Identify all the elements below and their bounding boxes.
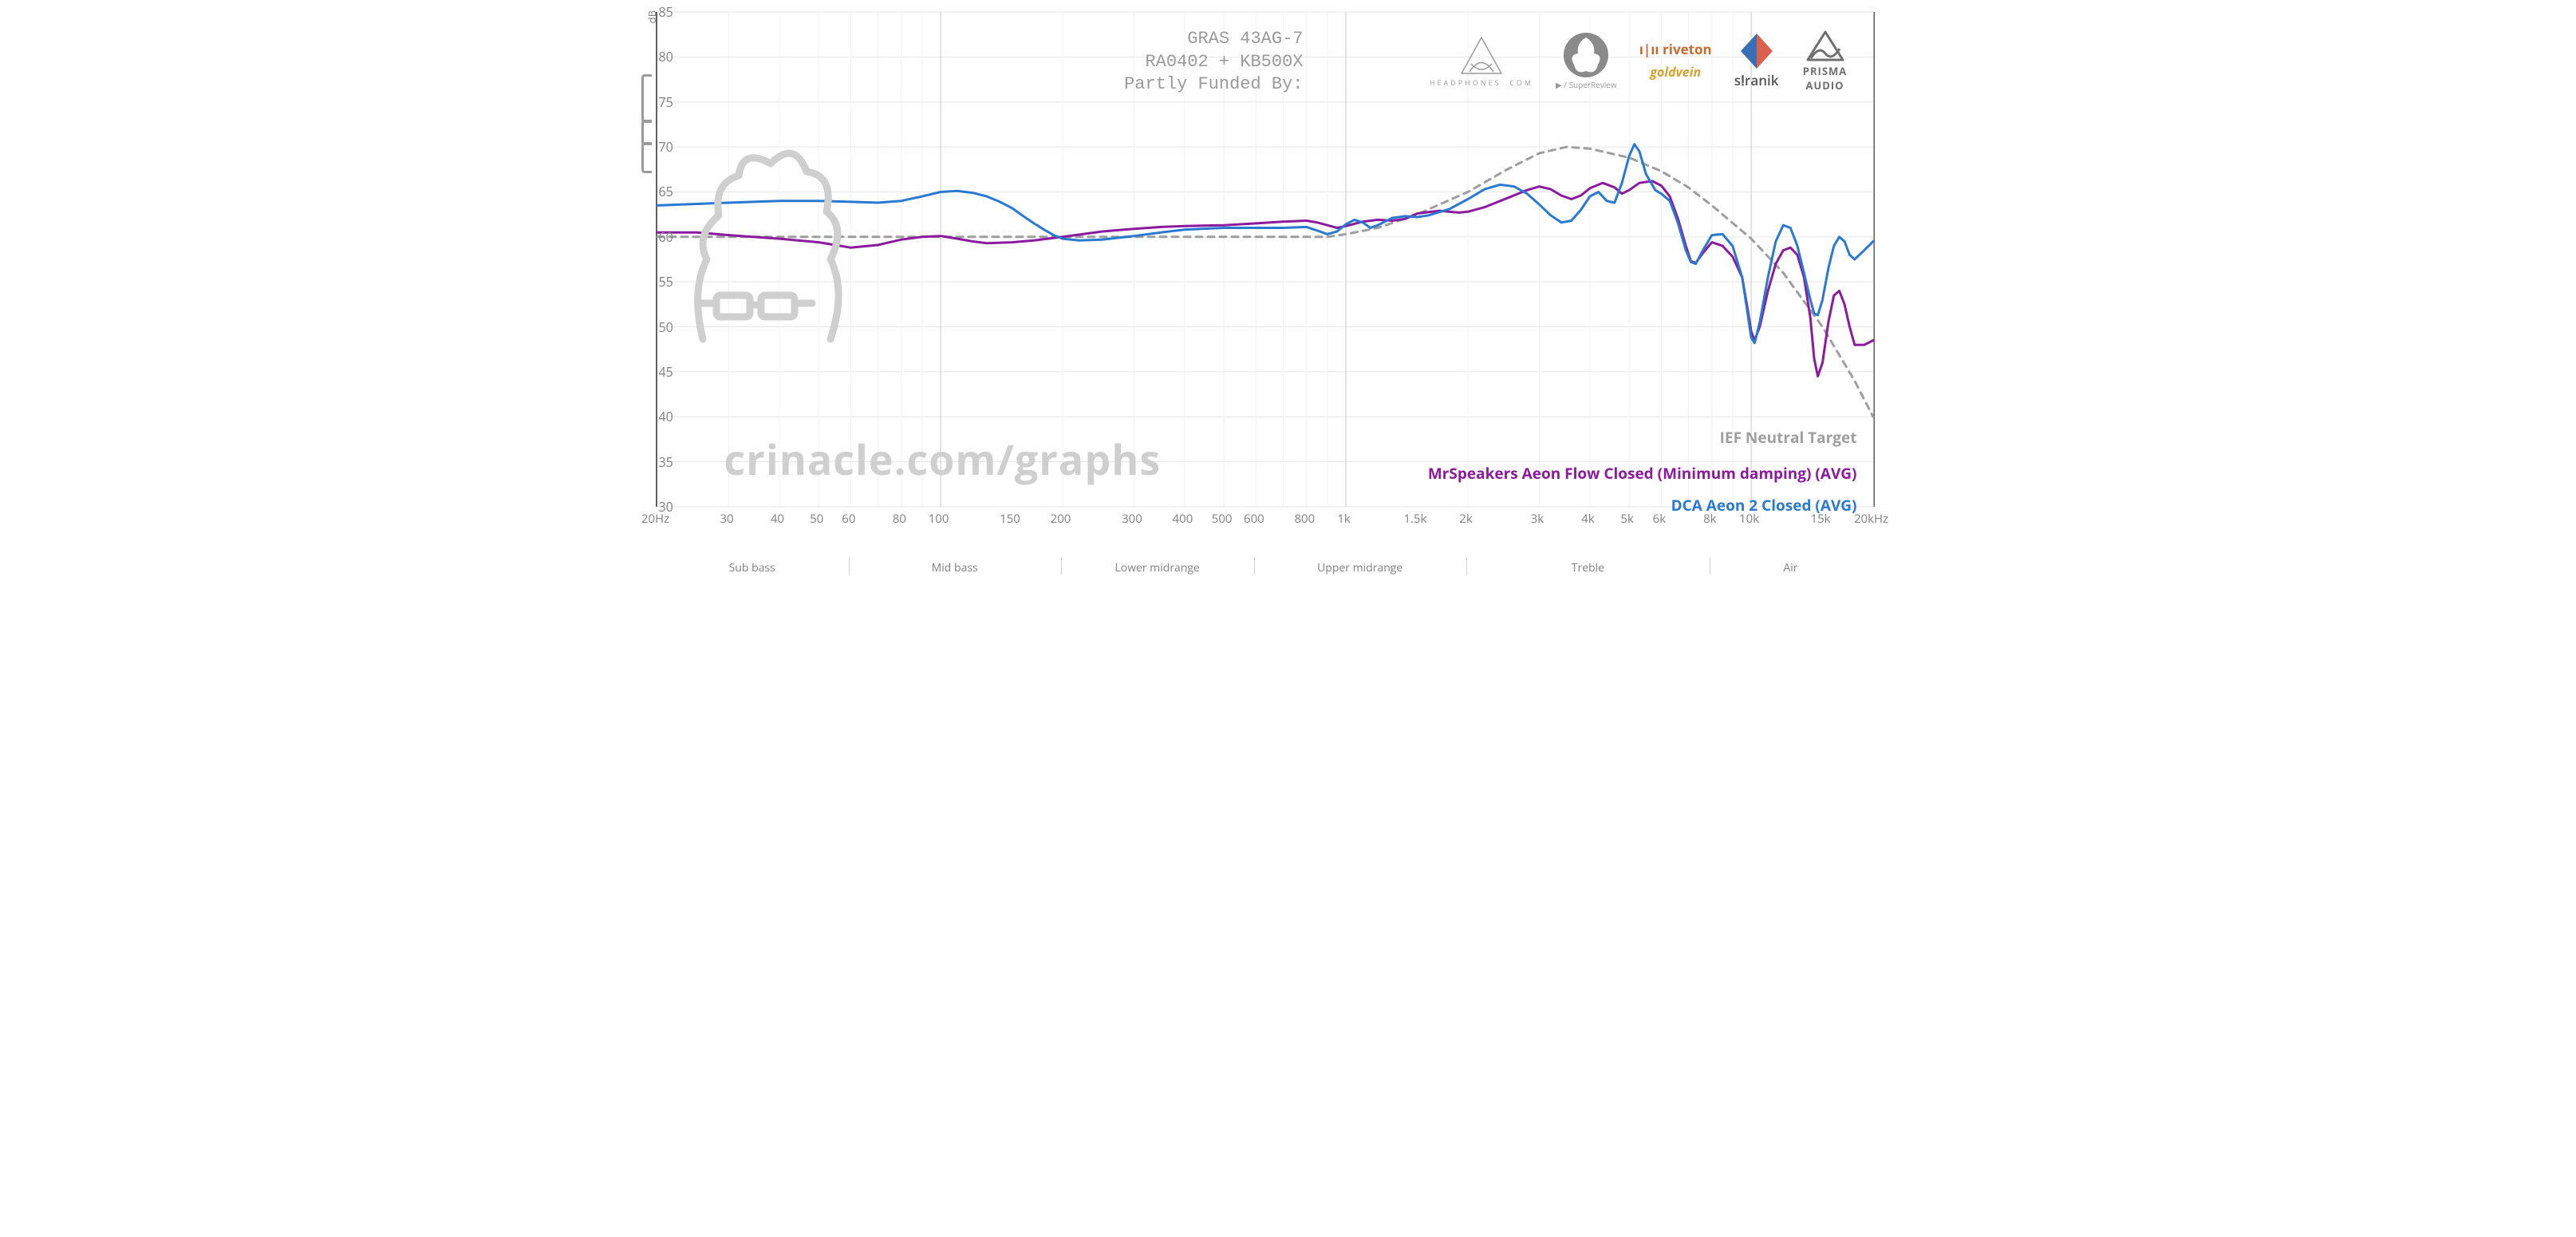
x-tick: 40 [771, 511, 784, 527]
y-bracket-1 [641, 74, 652, 123]
band-label: Mid bass [932, 560, 978, 575]
legend-item: MrSpeakers Aeon Flow Closed (Minimum dam… [1428, 463, 1857, 484]
x-tick: 6k [1653, 511, 1666, 527]
y-tick: 45 [659, 363, 673, 381]
y-tick: 70 [659, 138, 673, 156]
y-tick: 35 [659, 453, 673, 471]
x-tick: 1.5k [1404, 511, 1427, 527]
y-tick: 60 [659, 228, 673, 246]
x-tick: 150 [1000, 511, 1020, 527]
x-tick: 30 [720, 511, 733, 527]
x-tick: 300 [1122, 511, 1142, 527]
x-tick: 15k [1810, 511, 1830, 527]
y-tick: 55 [659, 273, 673, 290]
x-tick: 100 [929, 511, 949, 527]
band-divider [1254, 557, 1255, 575]
x-tick: 3k [1531, 511, 1544, 527]
y-bracket-3 [641, 142, 652, 173]
x-tick: 600 [1244, 511, 1264, 527]
logo-riveton-goldvein: ı|ıı riveton goldvein [1639, 40, 1712, 81]
band-label: Air [1783, 560, 1797, 575]
x-tick: 80 [893, 511, 906, 527]
logo-superreview: ▶ / SuperReview [1556, 31, 1617, 90]
header-line1: GRAS 43AG-7 [857, 28, 1304, 51]
logo-headphones: HEADPHONES .COM [1430, 34, 1533, 88]
header-line3: Partly Funded By: [857, 73, 1304, 97]
x-tick: 60 [842, 511, 855, 527]
x-tick: 4k [1581, 511, 1594, 527]
x-tick: 10k [1739, 511, 1759, 527]
x-tick: 400 [1173, 511, 1193, 527]
band-label: Treble [1572, 560, 1604, 575]
plot-area: GRAS 43AG-7 RA0402 + KB500X Partly Funde… [656, 12, 1875, 507]
y-tick: 40 [659, 408, 673, 425]
y-tick: 85 [659, 3, 673, 21]
x-tick: 50 [810, 511, 823, 527]
band-label: Sub bass [729, 560, 775, 575]
y-tick: 50 [659, 318, 673, 336]
crinacle-logo-icon [675, 140, 858, 347]
x-tick: 8k [1703, 511, 1716, 527]
y-tick: 75 [659, 93, 673, 111]
y-tick: 80 [659, 48, 673, 65]
band-label: Upper midrange [1317, 560, 1402, 575]
logo-prisma: PRISMAAUDIO [1801, 28, 1849, 93]
band-divider [1466, 557, 1467, 575]
fr-chart: dB GRAS 43AG-7 RA0402 + KB500X Partly Fu… [645, 0, 1932, 618]
sponsor-logos: HEADPHONES .COM ▶ / SuperReview ı|ıı riv… [1430, 28, 1849, 93]
x-tick: 1k [1337, 511, 1350, 527]
x-tick: 5k [1620, 511, 1633, 527]
x-tick: 500 [1212, 511, 1233, 527]
header-line2: RA0402 + KB500X [857, 51, 1304, 74]
x-tick: 20Hz [641, 511, 669, 527]
band-divider [1061, 557, 1062, 575]
x-tick: 2k [1459, 511, 1472, 527]
band-divider [849, 557, 850, 575]
header-text: GRAS 43AG-7 RA0402 + KB500X Partly Funde… [857, 28, 1304, 97]
x-tick: 200 [1051, 511, 1071, 527]
x-tick: 20kHz [1854, 511, 1888, 527]
band-label: Lower midrange [1114, 560, 1199, 575]
logo-soranik: sⵑranik [1734, 31, 1779, 89]
legend-item: IEF Neutral Target [1720, 427, 1857, 448]
x-tick: 800 [1294, 511, 1315, 527]
y-tick: 65 [659, 183, 673, 200]
